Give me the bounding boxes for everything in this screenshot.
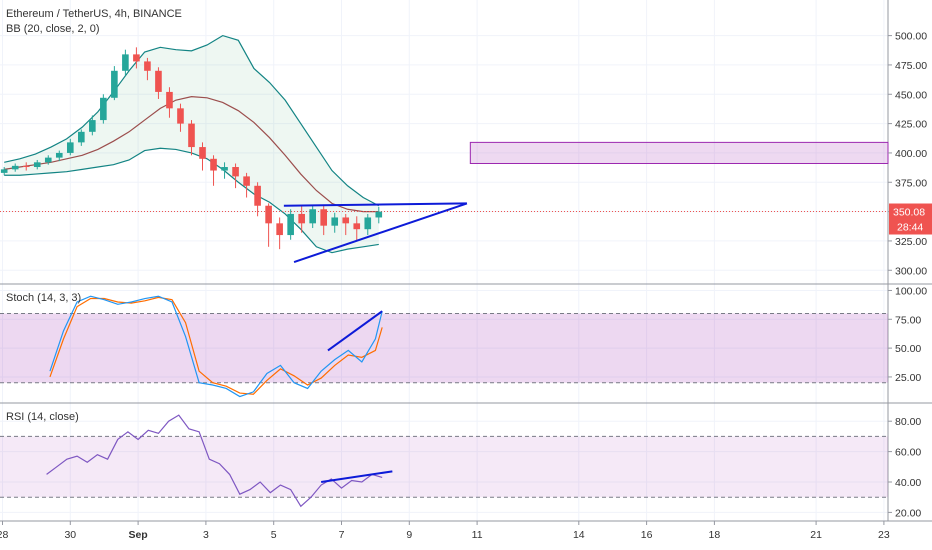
candle-body-8 xyxy=(89,120,96,132)
stoch-band-fill xyxy=(0,313,888,383)
candle-body-27 xyxy=(298,213,305,224)
stoch-indicator-label: Stoch (14, 3, 3) xyxy=(6,292,82,304)
candle-body-1 xyxy=(11,165,19,170)
rsi-band-fill xyxy=(0,436,888,498)
price-tick-label-5: 375.00 xyxy=(895,177,927,189)
candle-body-5 xyxy=(55,152,63,158)
time-tick-label-7: 11 xyxy=(472,529,483,541)
countdown-value: 28:44 xyxy=(897,222,923,234)
last-price-value: 350.08 xyxy=(893,207,925,219)
candle-body-30 xyxy=(331,217,339,226)
countdown-badge xyxy=(889,219,932,235)
time-tick-label-8: 14 xyxy=(573,529,585,541)
stoch-trendline xyxy=(327,310,383,352)
rsi-tick-label-0: 80.00 xyxy=(895,416,921,428)
candle-body-33 xyxy=(364,217,372,230)
candle-body-2 xyxy=(22,165,30,168)
stoch-tick-label-2: 50.00 xyxy=(895,343,921,355)
candle-body-21 xyxy=(232,167,239,177)
price-tick-label-3: 425.00 xyxy=(895,119,927,131)
time-tick-label-12: 23 xyxy=(878,529,890,541)
price-tick-label-2: 450.00 xyxy=(895,89,927,101)
rsi-tick-label-1: 60.00 xyxy=(895,447,921,459)
time-tick-label-11: 21 xyxy=(810,529,822,541)
resistance-zone xyxy=(469,141,889,164)
candle-body-4 xyxy=(44,157,52,163)
candle-body-28 xyxy=(309,209,316,224)
bb-upper-line xyxy=(4,34,380,207)
candle-body-23 xyxy=(254,185,261,206)
candle-body-20 xyxy=(221,167,228,171)
triangle-bottom-trendline xyxy=(293,202,468,264)
rsi-trendline xyxy=(321,470,393,483)
bb-basis-line xyxy=(4,96,379,213)
time-tick-label-3: 3 xyxy=(203,529,209,541)
stoch-tick-label-3: 25.00 xyxy=(895,372,921,384)
time-tick-label-4: 5 xyxy=(271,529,277,541)
candle-body-22 xyxy=(243,176,250,186)
time-tick-label-6: 9 xyxy=(406,529,412,541)
stoch-k-line xyxy=(49,295,383,398)
stoch-tick-label-1: 75.00 xyxy=(895,314,921,326)
candle-body-9 xyxy=(100,97,107,121)
candle-body-0 xyxy=(0,169,8,173)
stoch-d-line xyxy=(49,296,383,395)
rsi-indicator-label: RSI (14, close) xyxy=(6,411,79,423)
symbol-title: Ethereum / TetherUS, 4h, BINANCE xyxy=(6,8,182,20)
time-tick-label-10: 18 xyxy=(709,529,721,541)
candle-body-19 xyxy=(210,158,217,171)
candle-body-34 xyxy=(375,211,383,218)
price-tick-label-8: 300.00 xyxy=(895,265,927,277)
candle-body-32 xyxy=(353,223,361,230)
candle-body-17 xyxy=(188,123,195,148)
candle-body-3 xyxy=(33,162,41,168)
candle-body-18 xyxy=(199,147,206,159)
triangle-top-trendline xyxy=(283,202,467,207)
candle-body-12 xyxy=(133,54,140,62)
price-tick-label-0: 500.00 xyxy=(895,31,927,43)
time-tick-label-0: 28 xyxy=(0,529,8,541)
candle-body-11 xyxy=(122,54,129,71)
candle-body-16 xyxy=(177,108,184,124)
candle-body-31 xyxy=(342,217,350,224)
candle-body-29 xyxy=(320,209,328,226)
candle-body-26 xyxy=(287,213,294,236)
time-tick-label-1: 30 xyxy=(64,529,76,541)
candle-body-10 xyxy=(111,70,118,98)
candles xyxy=(0,47,383,250)
rsi-tick-label-2: 40.00 xyxy=(895,477,921,489)
time-tick-label-5: 7 xyxy=(339,529,345,541)
candle-body-7 xyxy=(78,131,85,143)
time-tick-label-2: Sep xyxy=(128,529,147,541)
candle-body-25 xyxy=(276,223,283,236)
candle-body-24 xyxy=(265,205,272,224)
price-tick-label-4: 400.00 xyxy=(895,148,927,160)
candle-body-14 xyxy=(155,70,162,92)
bb-indicator-label: BB (20, close, 2, 0) xyxy=(6,23,100,35)
price-tick-label-7: 325.00 xyxy=(895,236,927,248)
gridlines xyxy=(0,0,888,521)
candle-body-15 xyxy=(166,91,173,109)
price-tick-label-1: 475.00 xyxy=(895,60,927,72)
stoch-tick-label-0: 100.00 xyxy=(895,285,927,297)
last-price-badge xyxy=(889,203,932,220)
rsi-tick-label-3: 20.00 xyxy=(895,507,921,519)
candle-body-13 xyxy=(144,61,151,71)
time-tick-label-9: 16 xyxy=(641,529,653,541)
candle-body-6 xyxy=(66,142,74,153)
